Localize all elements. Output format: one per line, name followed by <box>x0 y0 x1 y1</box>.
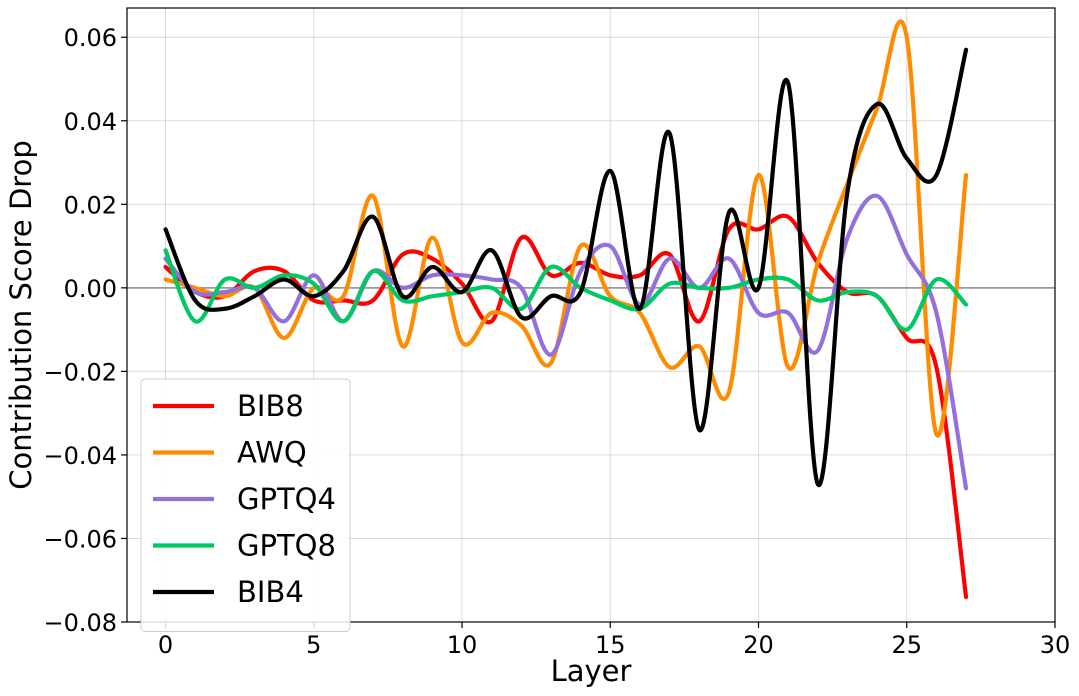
x-tick-label-30: 30 <box>1040 631 1071 659</box>
series-lines <box>163 19 969 600</box>
legend-label-gptq4: GPTQ4 <box>237 482 336 516</box>
series-line-gptq8 <box>163 248 969 332</box>
y-tick-label-1: −0.06 <box>43 525 117 553</box>
x-tick-label-20: 20 <box>743 631 774 659</box>
x-axis-ticks: 0 5 10 15 20 25 30 <box>158 622 1070 659</box>
y-tick-label-7: 0.06 <box>64 24 117 52</box>
y-axis-ticks: −0.08 −0.06 −0.04 −0.02 0.00 0.02 0.04 0.06 <box>43 24 127 637</box>
series-line-awq <box>163 19 969 438</box>
y-tick-label-0: −0.08 <box>43 609 117 637</box>
legend-label-bib4: BIB4 <box>237 575 304 609</box>
legend: BIB8 AWQ GPTQ4 GPTQ8 BIB4 <box>140 378 351 632</box>
y-tick-label-4: 0.00 <box>64 275 117 303</box>
legend-box <box>140 378 351 632</box>
x-tick-label-0: 0 <box>158 631 173 659</box>
y-tick-label-2: −0.04 <box>43 442 117 470</box>
y-tick-label-3: −0.02 <box>43 358 117 386</box>
x-tick-label-15: 15 <box>595 631 626 659</box>
series-line-bib4 <box>163 47 969 487</box>
series-line-gptq4 <box>163 193 969 491</box>
x-axis-title: Layer <box>551 654 632 688</box>
legend-label-awq: AWQ <box>237 436 307 470</box>
legend-label-bib8: BIB8 <box>237 389 304 423</box>
y-tick-label-5: 0.02 <box>64 191 117 219</box>
y-tick-label-6: 0.04 <box>64 108 117 136</box>
x-tick-label-25: 25 <box>891 631 922 659</box>
plot-frame <box>126 7 1056 623</box>
x-tick-label-5: 5 <box>306 631 321 659</box>
legend-label-gptq8: GPTQ8 <box>237 529 336 563</box>
y-axis-title: Contribution Score Drop <box>4 140 38 490</box>
x-tick-label-10: 10 <box>447 631 478 659</box>
